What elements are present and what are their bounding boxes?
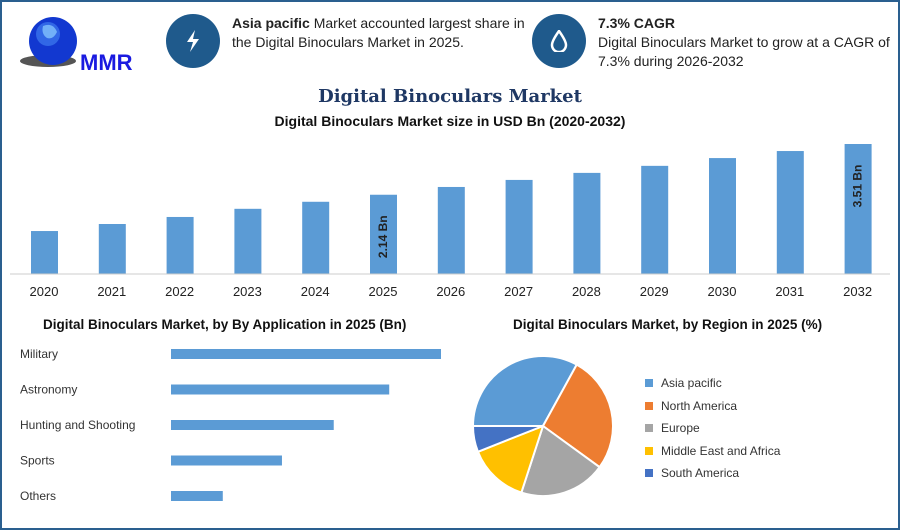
info-asia: Asia pacific Market accounted largest sh… — [166, 14, 526, 68]
category-label: Astronomy — [20, 383, 77, 397]
application-title: Digital Binoculars Market, by By Applica… — [43, 317, 407, 332]
category-label: Hunting and Shooting — [20, 418, 135, 432]
bar-2030 — [709, 158, 736, 274]
legend-swatch — [645, 424, 653, 433]
lightning-icon — [166, 14, 220, 68]
legend-label: Europe — [661, 421, 700, 436]
x-tick-2032: 2032 — [843, 284, 872, 299]
bar-2022 — [166, 216, 194, 274]
x-tick-2027: 2027 — [504, 284, 533, 299]
x-tick-2026: 2026 — [436, 284, 465, 299]
legend-item: Asia pacific — [645, 372, 780, 395]
x-tick-2021: 2021 — [97, 284, 126, 299]
slice-europe — [520, 424, 602, 497]
legend-item: South America — [645, 462, 780, 485]
legend-swatch — [645, 446, 653, 455]
bar-chart: 2020 2021 2022 2023 2024 2025 2.14 Bn 2026 2027 2… — [10, 144, 890, 299]
bar-2023 — [234, 208, 262, 274]
application-chart: Military Astronomy Hunting and Shooting Spo… — [20, 347, 441, 503]
x-tick-2028: 2028 — [572, 284, 601, 299]
slice-asia-pacific — [471, 355, 579, 427]
slice-north-america — [541, 363, 614, 469]
pie-legend: Asia pacific North America Europe Middle Ea… — [645, 372, 780, 485]
hbar-2 — [171, 420, 334, 430]
data-label-2032: 3.51 Bn — [851, 165, 865, 208]
bar-2031 — [776, 151, 804, 274]
bar-2021 — [98, 224, 126, 274]
region-title: Digital Binoculars Market, by Region in … — [513, 317, 823, 332]
hbar-3 — [171, 455, 282, 466]
x-tick-2020: 2020 — [30, 284, 59, 299]
legend-item: Europe — [645, 417, 780, 440]
legend-item: North America — [645, 395, 780, 418]
region-pie — [471, 355, 614, 497]
info2-bold: 7.3% CAGR — [598, 15, 676, 31]
hbar-0 — [171, 349, 441, 359]
legend-label: South America — [661, 466, 740, 481]
legend-label: Middle East and Africa — [661, 443, 781, 458]
legend-label: Asia pacific — [661, 376, 722, 391]
legend-swatch — [645, 469, 653, 478]
x-tick-2023: 2023 — [233, 284, 262, 299]
slice-south-america — [471, 425, 544, 454]
x-tick-2031: 2031 — [775, 284, 804, 299]
data-label-2025: 2.14 Bn — [376, 215, 390, 258]
drop-icon — [532, 14, 586, 68]
x-tick-2024: 2024 — [301, 284, 330, 299]
x-tick-2029: 2029 — [640, 284, 669, 299]
legend-item: Middle East and Africa — [645, 440, 780, 463]
info2-text: Digital Binoculars Market to grow at a C… — [598, 34, 890, 69]
bar-2026 — [437, 186, 465, 274]
bar-2027 — [505, 179, 533, 274]
bar-2020 — [31, 231, 58, 274]
bar-2029 — [641, 165, 669, 274]
legend-swatch — [645, 401, 653, 410]
x-tick-2025: 2025 — [369, 284, 398, 299]
category-label: Sports — [20, 454, 55, 468]
bar-2025 — [370, 194, 397, 274]
bar-2032 — [844, 144, 872, 274]
info1-text: Market accounted largest share in the Di… — [232, 15, 525, 50]
legend-label: North America — [661, 398, 738, 413]
hbar-4 — [171, 491, 223, 501]
chart-subtitle: Digital Binoculars Market size in USD Bn… — [274, 113, 626, 129]
info1-bold: Asia pacific — [232, 15, 310, 31]
hbar-1 — [171, 384, 390, 395]
logo-text: MMR — [80, 50, 133, 75]
mmr-logo: MMR — [20, 17, 133, 75]
legend-swatch — [645, 379, 653, 388]
chart-title: Digital Binoculars Market — [318, 86, 582, 107]
x-tick-2030: 2030 — [708, 284, 737, 299]
category-label: Others — [20, 489, 56, 503]
info-cagr: 7.3% CAGR Digital Binoculars Market to gr… — [532, 14, 900, 71]
x-tick-2022: 2022 — [165, 284, 194, 299]
bar-2024 — [302, 201, 330, 274]
slice-middle-east-and-africa — [476, 424, 545, 494]
bar-2028 — [573, 172, 601, 274]
category-label: Military — [20, 347, 58, 361]
